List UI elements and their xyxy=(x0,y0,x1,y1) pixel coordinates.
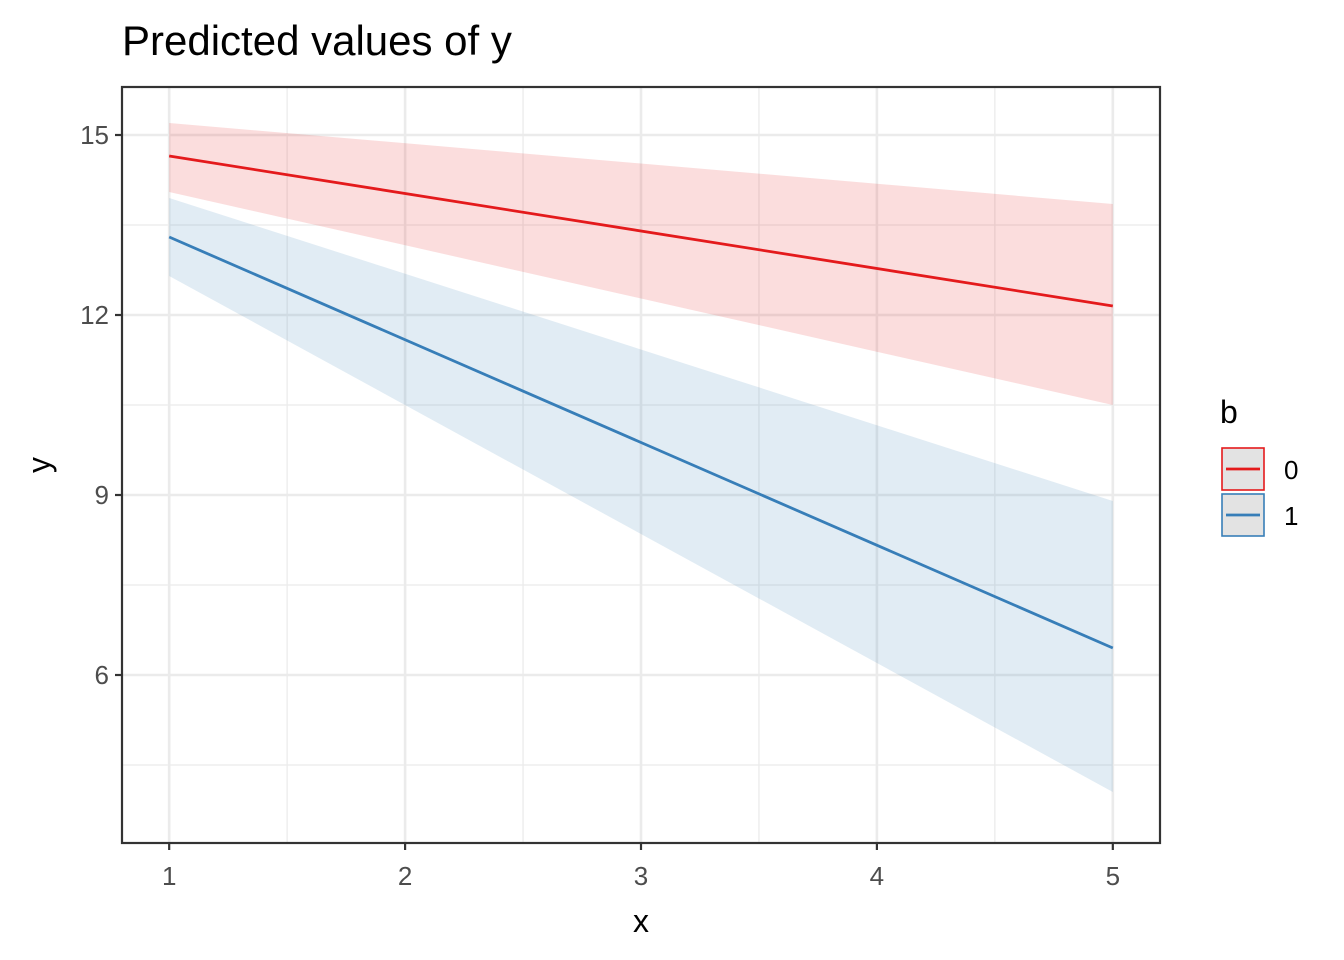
series-line-1 xyxy=(168,235,1114,650)
confidence-band-1 xyxy=(169,198,1113,792)
y-tick-label: 6 xyxy=(95,660,109,690)
y-axis-title: y xyxy=(21,457,57,473)
legend: b 0 1 xyxy=(1220,394,1298,537)
y-axis: 6 9 12 15 xyxy=(80,120,122,690)
series-lines xyxy=(168,154,1114,650)
x-tick-label: 2 xyxy=(398,861,412,891)
x-tick-label: 5 xyxy=(1106,861,1120,891)
x-axis-title: x xyxy=(633,903,649,939)
x-tick-label: 1 xyxy=(162,861,176,891)
y-tick-label: 12 xyxy=(80,300,109,330)
legend-label-1: 1 xyxy=(1284,501,1298,531)
legend-item-0: 0 xyxy=(1221,447,1298,491)
x-axis: 1 2 3 4 5 xyxy=(162,843,1120,891)
legend-item-1: 1 xyxy=(1221,493,1298,537)
x-tick-label: 4 xyxy=(870,861,884,891)
y-tick-label: 15 xyxy=(80,120,109,150)
x-tick-label: 3 xyxy=(634,861,648,891)
chart-title: Predicted values of y xyxy=(122,17,512,64)
legend-label-0: 0 xyxy=(1284,455,1298,485)
series-line-0 xyxy=(168,154,1114,308)
grid xyxy=(122,87,1160,843)
legend-title: b xyxy=(1220,394,1238,430)
y-tick-label: 9 xyxy=(95,480,109,510)
